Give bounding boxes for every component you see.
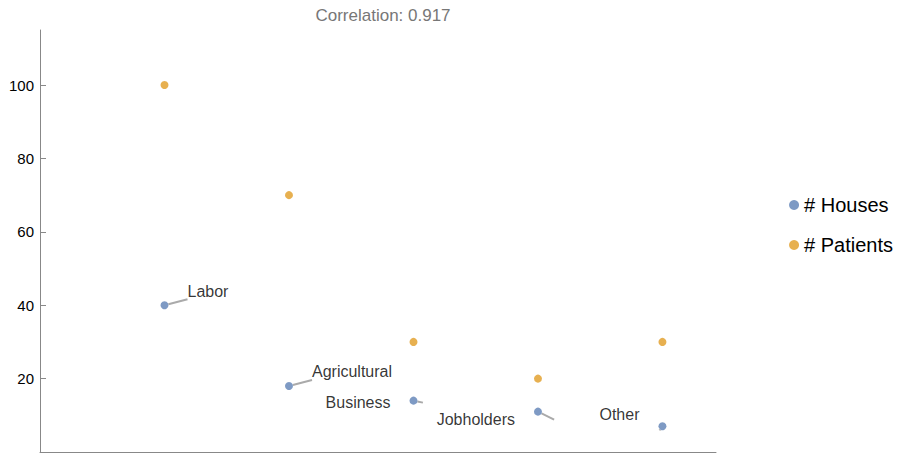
svg-text:# Houses: # Houses <box>804 194 889 216</box>
svg-text:100: 100 <box>9 77 34 94</box>
svg-text:80: 80 <box>17 150 34 167</box>
svg-text:Correlation: 0.917: Correlation: 0.917 <box>315 6 450 25</box>
svg-text:Jobholders: Jobholders <box>437 411 515 428</box>
svg-text:Other: Other <box>599 406 640 423</box>
svg-text:20: 20 <box>17 370 34 387</box>
svg-text:Agricultural: Agricultural <box>312 363 392 380</box>
svg-text:# Patients: # Patients <box>804 234 893 256</box>
svg-text:40: 40 <box>17 297 34 314</box>
svg-text:Business: Business <box>326 394 391 411</box>
svg-text:60: 60 <box>17 223 34 240</box>
svg-text:Labor: Labor <box>187 283 229 300</box>
